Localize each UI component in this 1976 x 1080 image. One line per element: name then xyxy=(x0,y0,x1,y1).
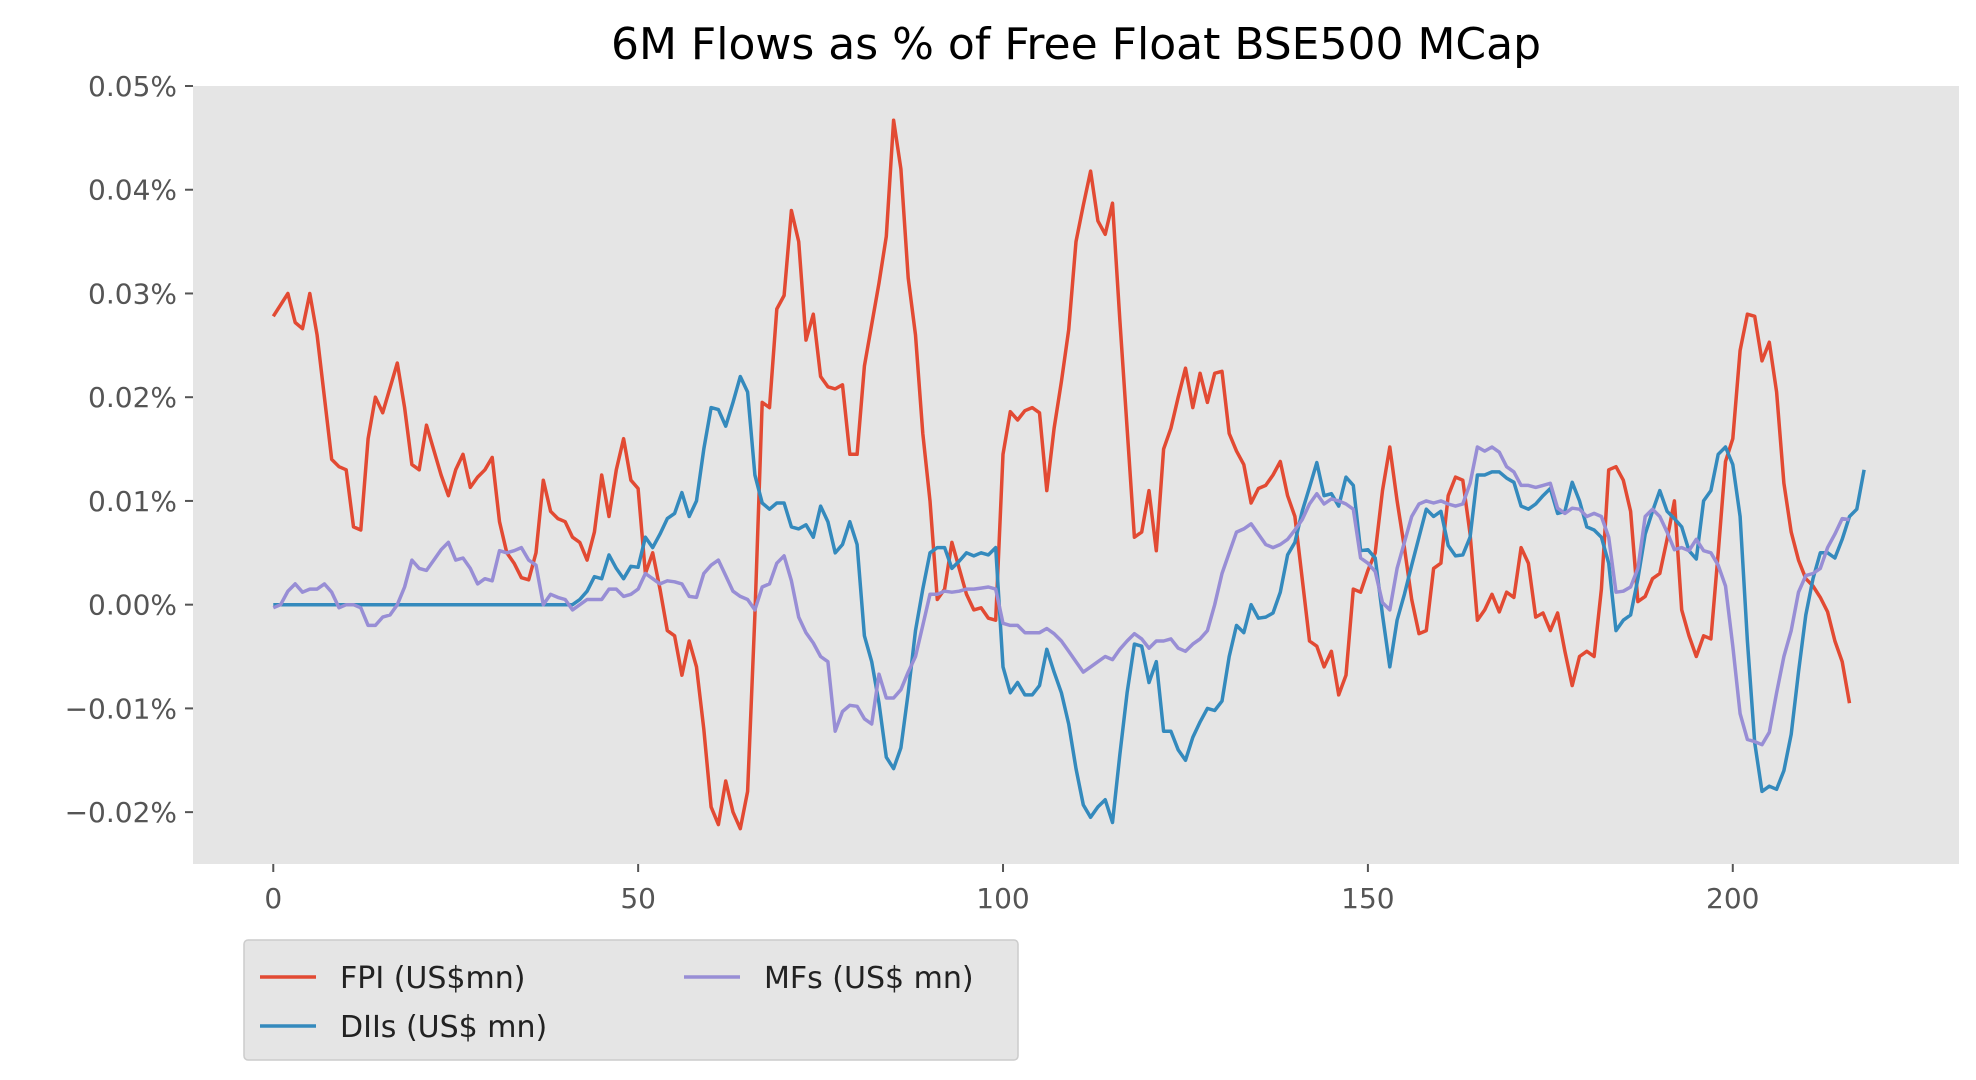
plot-area xyxy=(193,86,1959,864)
x-axis: 0 50 100 150 200 xyxy=(264,864,1760,915)
y-tick-label: 0.05% xyxy=(88,70,177,103)
y-tick-label: 0.04% xyxy=(88,174,177,207)
legend-label-mfs: MFs (US$ mn) xyxy=(764,961,974,996)
series-line-diis xyxy=(273,374,1866,825)
y-tick-label: 0.02% xyxy=(88,381,177,414)
legend-label-fpi: FPI (US$mn) xyxy=(340,961,525,996)
y-tick-label: 0.00% xyxy=(88,589,177,622)
series-line-fpi xyxy=(271,118,1852,831)
legend: FPI (US$mn) DIIs (US$ mn) MFs (US$ mn) xyxy=(243,939,1019,1061)
series-lines xyxy=(271,118,1866,831)
x-tick-label: 0 xyxy=(264,882,282,915)
legend-label-diis: DIIs (US$ mn) xyxy=(340,1010,547,1045)
chart-title: 6M Flows as % of Free Float BSE500 MCap xyxy=(611,19,1541,70)
x-tick-label: 150 xyxy=(1341,882,1394,915)
y-axis: −0.02% −0.01% 0.00% 0.01% 0.02% 0.03% 0.04% 0.0… xyxy=(65,70,193,829)
y-tick-label: 0.03% xyxy=(88,277,177,310)
y-tick-label: −0.01% xyxy=(65,692,177,725)
legend-box xyxy=(243,939,1019,1061)
y-tick-label: −0.02% xyxy=(65,796,177,829)
x-tick-label: 200 xyxy=(1706,882,1759,915)
y-tick-label: 0.01% xyxy=(88,485,177,518)
x-tick-label: 100 xyxy=(976,882,1029,915)
x-tick-label: 50 xyxy=(620,882,656,915)
series-line-mfs xyxy=(272,445,1850,747)
